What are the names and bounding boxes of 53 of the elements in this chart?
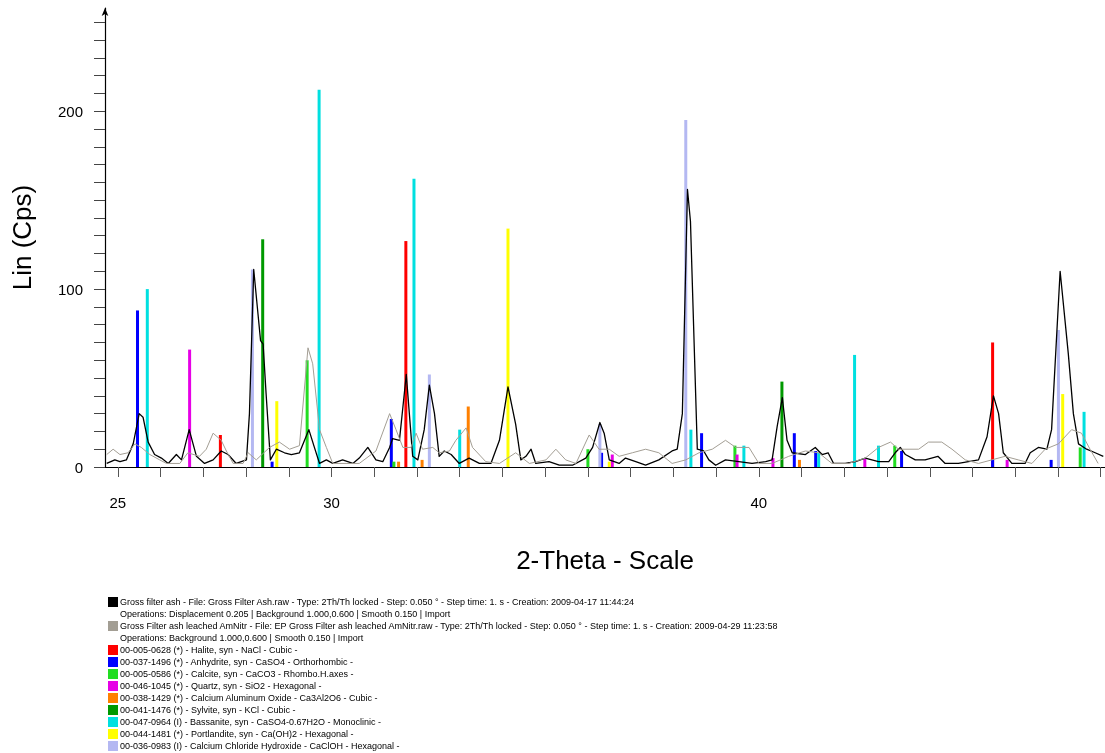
bar xyxy=(700,433,704,467)
y-axis-title: Lin (Cps) xyxy=(7,184,37,291)
bar xyxy=(392,461,396,467)
bar xyxy=(412,178,416,467)
bar xyxy=(261,239,265,467)
legend-label: 00-038-1429 (*) - Calcium Aluminum Oxide - Ca3Al2O6 - Cubic - xyxy=(120,693,378,703)
legend-label: Gross filter ash - File: Gross Filter Ash.raw - Type: 2Th/Th locked - Step: 0.050 ° - Step time: 1. s - Creation: 2009-04-17 11:44:24 xyxy=(120,597,634,607)
x-tick-label: 30 xyxy=(323,494,340,511)
bar xyxy=(317,89,321,467)
bar xyxy=(275,401,279,467)
x-tick-label: 40 xyxy=(750,494,768,511)
bar xyxy=(270,461,274,467)
bar xyxy=(797,459,801,467)
bar xyxy=(991,459,995,467)
bar xyxy=(1049,459,1053,467)
y-tick-label: 200 xyxy=(57,102,83,120)
bar xyxy=(1082,411,1086,467)
bar xyxy=(792,433,796,467)
bar xyxy=(1056,330,1060,467)
legend-label: 00-005-0628 (*) - Halite, syn - NaCl - Cubic - xyxy=(120,645,298,655)
legend-label: 00-044-1481 (*) - Portlandite, syn - Ca(OH)2 - Hexagonal - xyxy=(120,729,354,739)
bar xyxy=(900,450,904,467)
legend-label: 00-041-1476 (*) - Sylvite, syn - KCl - Cubic - xyxy=(120,705,296,715)
bar xyxy=(135,310,139,467)
legend-label: 00-047-0964 (I) - Bassanite, syn - CaSO4-0.67H2O - Monoclinic - xyxy=(120,717,382,727)
bar xyxy=(506,228,510,467)
y-tick-label: 0 xyxy=(74,458,83,476)
x-tick-label: 25 xyxy=(109,494,127,511)
line-series xyxy=(106,347,1099,464)
x-axis-title: 2-Theta - Scale xyxy=(516,545,694,575)
text: Operations: Background 1.000,0.600 | Smooth 0.150 | Import xyxy=(120,632,364,643)
bar xyxy=(689,429,693,467)
bar xyxy=(188,349,192,467)
bar xyxy=(420,459,424,467)
bar xyxy=(458,429,462,467)
bar xyxy=(427,374,431,467)
y-tick-label: 100 xyxy=(57,280,83,298)
legend-label: Gross Filter ash leached AmNitr - File: EP Gross Filter ash leached AmNitr.raw - Type: 2Th/Th locked - Step: 0.050 ° - Step time: 1. s - Creation: 2009-04-29 11:23:58 xyxy=(120,621,778,631)
bar xyxy=(607,461,611,467)
bar xyxy=(466,406,470,467)
legend-label: 00-005-0586 (*) - Calcite, syn - CaCO3 - Rhombo.H.axes - xyxy=(120,669,354,679)
bar xyxy=(1061,394,1065,467)
bar xyxy=(397,461,401,467)
text: Operations: Displacement 0.205 | Background 1.000,0.600 | Smooth 0.150 | Import xyxy=(120,608,451,619)
bar xyxy=(1005,459,1009,467)
bar xyxy=(404,241,408,467)
legend-label: 00-036-0983 (I) - Calcium Chloride Hydroxide - CaClOH - Hexagonal - xyxy=(120,741,400,751)
legend-label: 00-037-1496 (*) - Anhydrite, syn - CaSO4 - Orthorhombic - xyxy=(120,657,354,667)
legend-label: 00-046-1045 (*) - Quartz, syn - SiO2 - Hexagonal - xyxy=(120,681,322,691)
bar xyxy=(1078,447,1082,467)
bar xyxy=(145,289,149,467)
bar xyxy=(853,354,857,467)
bar xyxy=(305,360,309,467)
